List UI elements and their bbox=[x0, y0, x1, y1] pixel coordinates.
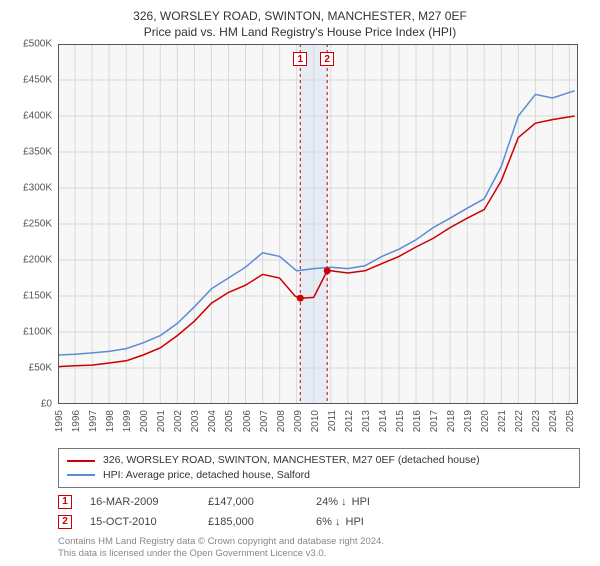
footer: Contains HM Land Registry data © Crown c… bbox=[58, 536, 580, 561]
chart-container: 326, WORSLEY ROAD, SWINTON, MANCHESTER, … bbox=[0, 0, 600, 566]
y-axis-labels: £0£50K£100K£150K£200K£250K£300K£350K£400… bbox=[10, 44, 54, 404]
down-arrow-icon: ↓ bbox=[341, 496, 347, 508]
legend-label: HPI: Average price, detached house, Salf… bbox=[103, 468, 310, 483]
event-date: 15-OCT-2010 bbox=[90, 516, 190, 528]
y-tick-label: £450K bbox=[23, 75, 52, 86]
legend-swatch bbox=[67, 460, 95, 462]
x-tick-label: 2024 bbox=[548, 410, 559, 432]
legend-row: HPI: Average price, detached house, Salf… bbox=[67, 468, 571, 483]
x-tick-label: 1998 bbox=[105, 410, 116, 432]
x-tick-label: 1999 bbox=[122, 410, 133, 432]
x-tick-label: 2001 bbox=[156, 410, 167, 432]
y-tick-label: £150K bbox=[23, 291, 52, 302]
y-tick-label: £250K bbox=[23, 219, 52, 230]
x-tick-label: 2010 bbox=[310, 410, 321, 432]
x-tick-label: 2017 bbox=[429, 410, 440, 432]
x-tick-label: 1996 bbox=[71, 410, 82, 432]
x-tick-label: 2000 bbox=[139, 410, 150, 432]
x-tick-label: 2002 bbox=[173, 410, 184, 432]
y-tick-label: £200K bbox=[23, 255, 52, 266]
y-tick-label: £50K bbox=[29, 363, 52, 374]
plot-area: £0£50K£100K£150K£200K£250K£300K£350K£400… bbox=[58, 44, 578, 404]
event-price: £185,000 bbox=[208, 516, 298, 528]
event-row: 1 16-MAR-2009 £147,000 24% ↓ HPI bbox=[58, 492, 580, 512]
x-tick-label: 2023 bbox=[531, 410, 542, 432]
legend-swatch bbox=[67, 474, 95, 476]
x-tick-label: 2018 bbox=[446, 410, 457, 432]
x-tick-label: 2007 bbox=[259, 410, 270, 432]
x-tick-label: 2015 bbox=[395, 410, 406, 432]
footer-line-2: This data is licensed under the Open Gov… bbox=[58, 548, 580, 560]
event-marker-top: 1 bbox=[293, 52, 307, 66]
y-tick-label: £0 bbox=[41, 399, 52, 410]
x-tick-label: 2008 bbox=[276, 410, 287, 432]
x-tick-label: 2013 bbox=[361, 410, 372, 432]
y-tick-label: £400K bbox=[23, 111, 52, 122]
event-marker-icon: 1 bbox=[58, 495, 72, 509]
event-pct: 6% ↓ HPI bbox=[316, 516, 364, 528]
footer-line-1: Contains HM Land Registry data © Crown c… bbox=[58, 536, 580, 548]
y-tick-label: £500K bbox=[23, 39, 52, 50]
x-tick-label: 1995 bbox=[54, 410, 65, 432]
x-tick-label: 1997 bbox=[88, 410, 99, 432]
event-pct: 24% ↓ HPI bbox=[316, 496, 370, 508]
x-tick-label: 2004 bbox=[207, 410, 218, 432]
title-line-1: 326, WORSLEY ROAD, SWINTON, MANCHESTER, … bbox=[10, 8, 590, 24]
y-tick-label: £350K bbox=[23, 147, 52, 158]
chart-title: 326, WORSLEY ROAD, SWINTON, MANCHESTER, … bbox=[10, 8, 590, 40]
x-tick-label: 2016 bbox=[412, 410, 423, 432]
x-axis-labels: 1995199619971998199920002001200220032004… bbox=[58, 410, 578, 442]
legend-box: 326, WORSLEY ROAD, SWINTON, MANCHESTER, … bbox=[58, 448, 580, 487]
x-tick-label: 2012 bbox=[344, 410, 355, 432]
x-tick-label: 2020 bbox=[480, 410, 491, 432]
legend-row: 326, WORSLEY ROAD, SWINTON, MANCHESTER, … bbox=[67, 453, 571, 468]
event-row: 2 15-OCT-2010 £185,000 6% ↓ HPI bbox=[58, 512, 580, 532]
line-chart-svg bbox=[58, 44, 578, 404]
x-tick-label: 2021 bbox=[497, 410, 508, 432]
y-tick-label: £300K bbox=[23, 183, 52, 194]
event-date: 16-MAR-2009 bbox=[90, 496, 190, 508]
x-tick-label: 2014 bbox=[378, 410, 389, 432]
event-price: £147,000 bbox=[208, 496, 298, 508]
x-tick-label: 2011 bbox=[327, 410, 338, 432]
down-arrow-icon: ↓ bbox=[335, 516, 341, 528]
legend-label: 326, WORSLEY ROAD, SWINTON, MANCHESTER, … bbox=[103, 453, 480, 468]
event-marker-icon: 2 bbox=[58, 515, 72, 529]
events-table: 1 16-MAR-2009 £147,000 24% ↓ HPI 2 15-OCT-201… bbox=[58, 492, 580, 532]
x-tick-label: 2006 bbox=[242, 410, 253, 432]
x-tick-label: 2005 bbox=[224, 410, 235, 432]
event-marker-top: 2 bbox=[320, 52, 334, 66]
x-tick-label: 2019 bbox=[463, 410, 474, 432]
x-tick-label: 2025 bbox=[565, 410, 576, 432]
x-tick-label: 2009 bbox=[293, 410, 304, 432]
title-line-2: Price paid vs. HM Land Registry's House … bbox=[10, 24, 590, 40]
x-tick-label: 2022 bbox=[514, 410, 525, 432]
x-tick-label: 2003 bbox=[190, 410, 201, 432]
y-tick-label: £100K bbox=[23, 327, 52, 338]
